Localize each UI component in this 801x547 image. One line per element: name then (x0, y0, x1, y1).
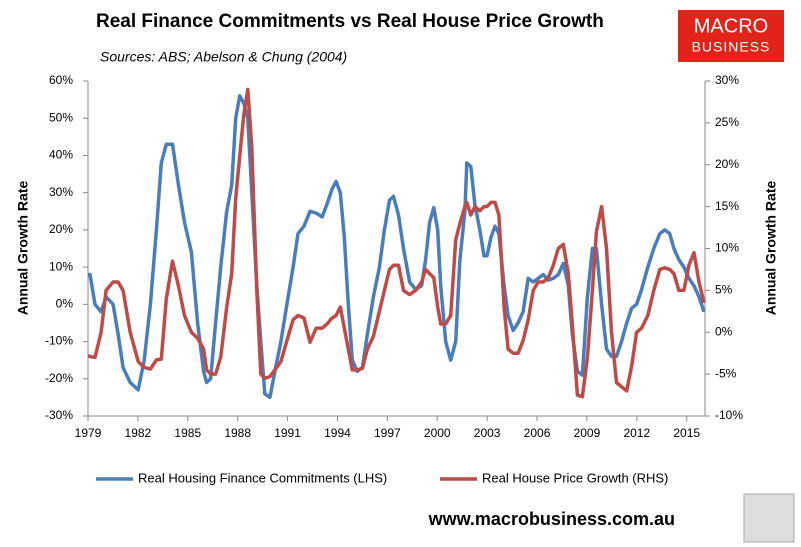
y2-tick-label: 25% (715, 115, 739, 129)
x-tick-label: 1982 (125, 426, 152, 440)
y2-tick-label: 5% (715, 283, 733, 297)
y2-axis-label: Annual Growth Rate (763, 181, 779, 316)
footer: www.macrobusiness.com.au (428, 509, 675, 529)
x-tick-label: 1991 (274, 426, 301, 440)
x-tick-label: 2012 (623, 426, 650, 440)
y2-tick-label: -5% (715, 366, 737, 380)
logo-text: MACRO (694, 15, 768, 37)
y2-tick-label: 0% (715, 324, 733, 338)
legend-label: Real House Price Growth (RHS) (482, 470, 668, 485)
x-tick-label: 1985 (174, 426, 201, 440)
y2-tick-label: 15% (715, 199, 739, 213)
wolf-icon (743, 493, 795, 543)
series-line (87, 87, 706, 399)
y-axis-label: Annual Growth Rate (15, 181, 31, 316)
series-line (88, 94, 706, 400)
y2-tick-label: -10% (715, 408, 743, 422)
x-tick-label: 2015 (673, 426, 700, 440)
y-tick-label: -10% (45, 334, 73, 348)
y-tick-label: 30% (49, 185, 73, 199)
y-tick-label: 60% (49, 73, 73, 87)
x-tick-label: 1997 (374, 426, 401, 440)
chart-subtitle: Sources: ABS; Abelson & Chung (2004) (100, 49, 347, 65)
y-tick-label: -20% (45, 371, 73, 385)
legend-label: Real Housing Finance Commitments (LHS) (138, 470, 387, 485)
x-tick-label: 2000 (424, 426, 451, 440)
x-tick-label: 1994 (324, 426, 351, 440)
logo-box (678, 10, 784, 62)
y-tick-label: 40% (49, 148, 73, 162)
x-tick-label: 1979 (75, 426, 102, 440)
y2-tick-label: 30% (715, 73, 739, 87)
chart-title: Real Finance Commitments vs Real House P… (96, 11, 604, 32)
x-tick-label: 2003 (474, 426, 501, 440)
y-tick-label: 50% (49, 110, 73, 124)
logo-text: BUSINESS (692, 39, 771, 55)
y-tick-label: -30% (45, 408, 73, 422)
x-tick-label: 2009 (574, 426, 601, 440)
y-tick-label: 20% (49, 222, 73, 236)
y2-tick-label: 10% (715, 241, 739, 255)
x-tick-label: 2006 (524, 426, 551, 440)
y2-tick-label: 20% (715, 157, 739, 171)
y-tick-label: 10% (49, 259, 73, 273)
x-tick-label: 1988 (224, 426, 251, 440)
y-tick-label: 0% (56, 297, 74, 311)
